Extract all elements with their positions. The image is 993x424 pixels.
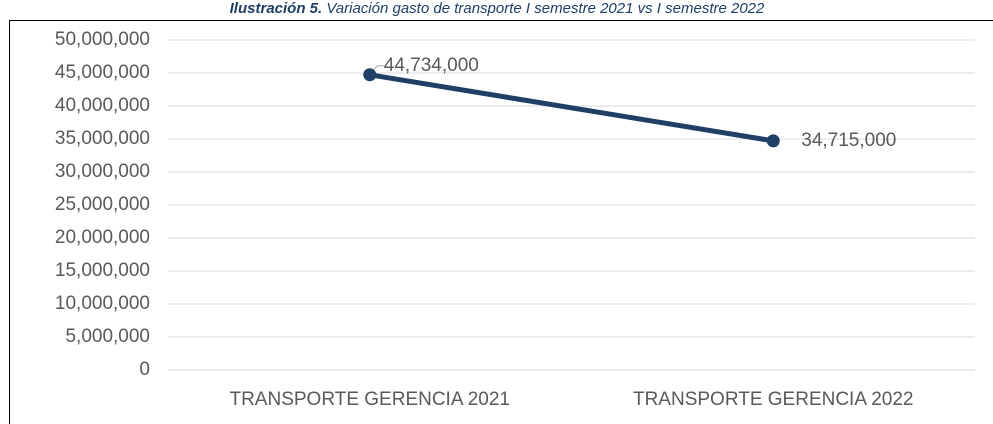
- x-tick-label: TRANSPORTE GERENCIA 2022: [633, 389, 914, 410]
- data-label: 44,734,000: [384, 55, 479, 76]
- x-tick-label: TRANSPORTE GERENCIA 2021: [229, 389, 510, 410]
- chart-title: Variación gasto de transporte I semestre…: [326, 0, 765, 17]
- y-tick-label: 0: [139, 359, 150, 380]
- label-leader: [373, 65, 384, 71]
- figure-label: Ilustración 5.: [230, 0, 323, 17]
- data-label: 34,715,000: [801, 130, 896, 151]
- y-tick-label: 20,000,000: [55, 227, 150, 248]
- y-tick-label: 5,000,000: [65, 326, 150, 347]
- y-tick-label: 30,000,000: [55, 161, 150, 182]
- y-tick-label: 35,000,000: [55, 128, 150, 149]
- point: [766, 134, 780, 148]
- chart-border: [9, 20, 993, 424]
- line: [367, 72, 776, 144]
- y-tick-label: 45,000,000: [55, 62, 150, 83]
- y-tick-label: 40,000,000: [55, 95, 150, 116]
- y-tick-label: 15,000,000: [55, 260, 150, 281]
- y-tick-label: 25,000,000: [55, 194, 150, 215]
- y-tick-label: 10,000,000: [55, 293, 150, 314]
- y-tick-label: 50,000,000: [55, 29, 150, 50]
- chart-title-wrap: Ilustración 5. Variación gasto de transp…: [230, 0, 765, 17]
- point: [363, 68, 377, 82]
